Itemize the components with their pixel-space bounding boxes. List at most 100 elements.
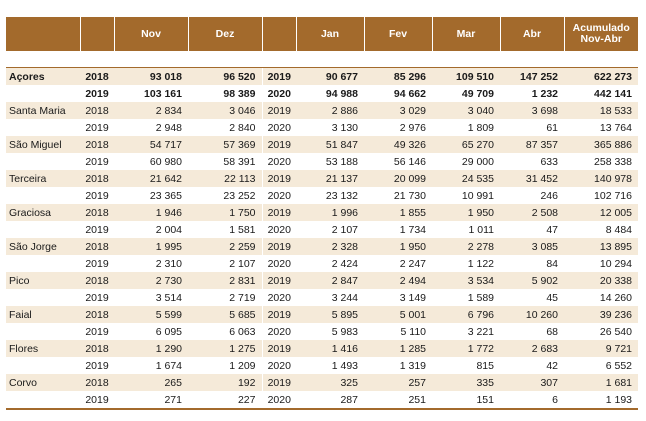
year1-cell: 2019	[85, 87, 109, 100]
year1-cell: 2019	[85, 325, 109, 338]
cumulative-cell: 13 895	[564, 238, 638, 255]
jan-cell: 2 886	[296, 102, 364, 119]
dez-cell: 96 520	[188, 67, 262, 85]
cumulative-cell: 39 236	[564, 306, 638, 323]
cumulative-cell: 20 338	[564, 272, 638, 289]
jan-cell: 1 416	[296, 340, 364, 357]
year1-cell: 2018	[80, 102, 114, 119]
abr-cell: 3 085	[500, 238, 564, 255]
region-cell: Terceira	[6, 170, 80, 187]
year2-cell: 2020	[261, 357, 296, 374]
year1-cell: 2018	[80, 170, 114, 187]
spacer-cell	[6, 51, 638, 68]
region-cell	[6, 119, 80, 136]
header-dez: Dez	[187, 17, 262, 51]
year1-cell: 2019	[85, 257, 109, 270]
cumulative-cell: 365 886	[564, 136, 638, 153]
mar-cell: 3 534	[432, 272, 500, 289]
region-cell	[6, 187, 80, 204]
year1-cell: 2019	[85, 121, 109, 134]
fev-cell: 1 319	[399, 359, 426, 372]
mar-cell: 1 950	[432, 204, 500, 221]
jan-cell: 1 493	[331, 359, 358, 372]
nov-cell: 3 514	[155, 291, 182, 304]
jan-cell: 2 328	[296, 238, 364, 255]
year1-cell: 2018	[80, 67, 114, 85]
dez-cell: 6 063	[229, 325, 256, 338]
year2-cell: 2019	[261, 374, 296, 391]
jan-cell: 51 847	[296, 136, 364, 153]
mar-cell: 2 278	[432, 238, 500, 255]
abr-cell: 307	[500, 374, 564, 391]
abr-cell: 61	[546, 121, 558, 134]
dez-cell: 227	[188, 391, 262, 410]
header-blank-year2	[261, 17, 296, 51]
abr-cell: 31 452	[500, 170, 564, 187]
mar-cell: 1 589	[467, 291, 494, 304]
spacer-row	[6, 51, 638, 68]
fev-cell: 5 110	[400, 325, 427, 338]
abr-cell: 1 232	[531, 87, 558, 100]
year2-cell: 2020	[261, 255, 296, 272]
region-cell: Açores	[6, 67, 80, 85]
nov-cell: 54 717	[114, 136, 188, 153]
year1-cell: 2019	[80, 391, 114, 410]
header-cumulative-line1: Acumulado	[572, 22, 630, 34]
region-cell: Graciosa	[6, 204, 80, 221]
fev-cell: 2 494	[364, 272, 432, 289]
table-row: Terceira 2018 21 642 22 113 2019 21 137 20 099…	[6, 170, 638, 187]
fev-cell: 20 099	[364, 170, 432, 187]
header-abr: Abr	[499, 17, 564, 51]
table-row: Açores 2018 93 018 96 520 2019 90 677 85 296 10…	[6, 67, 638, 85]
year2-cell: 2020	[261, 153, 296, 170]
cumulative-cell: 6 552	[605, 359, 632, 372]
jan-cell: 5 895	[296, 306, 364, 323]
mar-cell: 815	[476, 359, 494, 372]
cumulative-cell: 1 681	[564, 374, 638, 391]
header-nov: Nov	[113, 17, 188, 51]
cumulative-cell: 258 338	[594, 155, 632, 168]
region-cell	[6, 255, 80, 272]
region-cell: Santa Maria	[6, 102, 80, 119]
cumulative-cell: 8 484	[605, 223, 632, 236]
jan-cell: 3 244	[331, 291, 358, 304]
abr-cell: 45	[546, 291, 558, 304]
fev-cell: 3 149	[399, 291, 426, 304]
region-cell	[6, 391, 80, 410]
cumulative-cell: 26 540	[599, 325, 632, 338]
table-row: 2019 23 365 23 252 2020 23 132 21 730 10 991 24…	[6, 187, 638, 204]
mar-cell: 1 122	[467, 257, 494, 270]
nov-cell: 2 310	[155, 257, 182, 270]
mar-cell: 1 809	[467, 121, 494, 134]
jan-cell: 90 677	[296, 67, 364, 85]
abr-cell: 633	[540, 155, 558, 168]
fev-cell: 94 662	[393, 87, 426, 100]
abr-cell: 84	[546, 257, 558, 270]
nov-cell: 1 995	[114, 238, 188, 255]
dez-cell: 1 209	[229, 359, 256, 372]
mar-cell: 335	[432, 374, 500, 391]
table-body: Açores 2018 93 018 96 520 2019 90 677 85 296 10…	[6, 51, 638, 410]
region-cell	[6, 289, 80, 306]
cumulative-cell: 622 273	[564, 67, 638, 85]
year1-cell: 2018	[80, 136, 114, 153]
jan-cell: 1 996	[296, 204, 364, 221]
region-cell: São Jorge	[6, 238, 80, 255]
year2-cell: 2019	[261, 102, 296, 119]
nov-cell: 6 095	[155, 325, 182, 338]
region-cell: Corvo	[6, 374, 80, 391]
mar-cell: 10 991	[461, 189, 494, 202]
fev-cell: 2 976	[399, 121, 426, 134]
fev-cell: 1 855	[364, 204, 432, 221]
jan-cell: 94 988	[325, 87, 358, 100]
fev-cell: 1 950	[364, 238, 432, 255]
year2-cell: 2019	[261, 272, 296, 289]
table-row: Pico 2018 2 730 2 831 2019 2 847 2 494 3 534 5 9…	[6, 272, 638, 289]
nov-cell: 5 599	[114, 306, 188, 323]
header-blank-year	[79, 17, 114, 51]
fev-cell: 1 734	[399, 223, 426, 236]
header-row: Nov Dez Jan Fev Mar Abr Acumulado Nov-Abr	[6, 17, 638, 51]
fev-cell: 5 001	[364, 306, 432, 323]
dez-cell: 1 581	[229, 223, 256, 236]
year2-cell: 2020	[261, 187, 296, 204]
